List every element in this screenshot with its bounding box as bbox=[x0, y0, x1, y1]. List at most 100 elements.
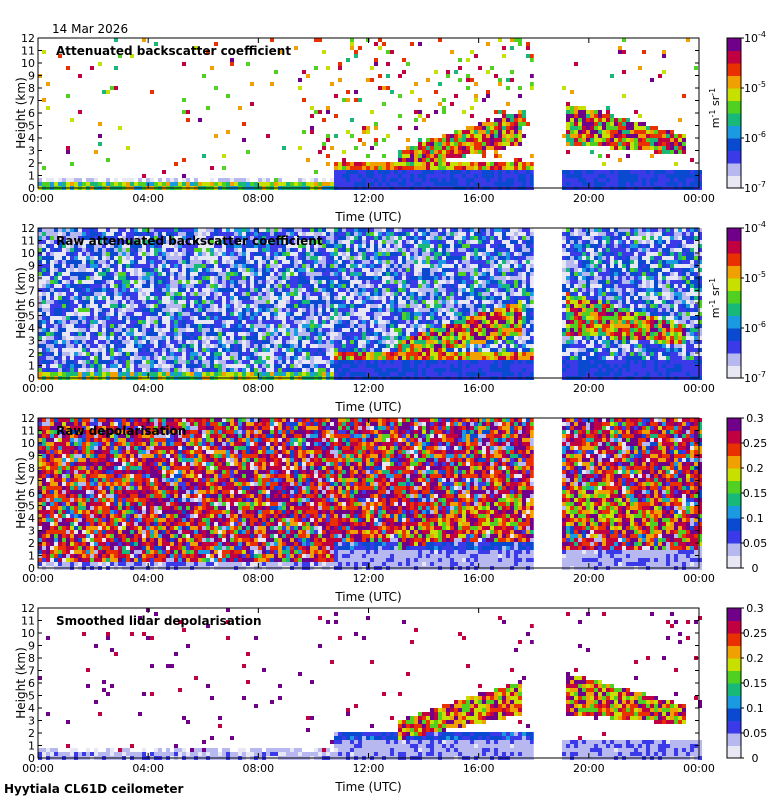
heatmap-cell bbox=[70, 118, 74, 122]
heatmap-cell bbox=[562, 182, 566, 186]
heatmap-cell bbox=[658, 174, 662, 178]
heatmap-cell bbox=[114, 240, 118, 244]
heatmap-cell bbox=[390, 288, 394, 292]
heatmap-cell bbox=[170, 324, 174, 328]
heatmap-cell bbox=[142, 364, 146, 368]
heatmap-cell bbox=[294, 46, 298, 50]
heatmap-cell bbox=[214, 288, 218, 292]
heatmap-cell bbox=[230, 360, 234, 364]
heatmap-cell bbox=[346, 166, 350, 170]
heatmap-cell bbox=[366, 174, 370, 178]
heatmap-cell bbox=[210, 66, 214, 70]
heatmap-cell bbox=[398, 178, 402, 182]
heatmap-cell bbox=[226, 268, 230, 272]
heatmap-cell bbox=[98, 352, 102, 356]
heatmap-cell bbox=[50, 272, 54, 276]
heatmap-cell bbox=[74, 368, 78, 372]
heatmap-cell bbox=[446, 138, 450, 142]
heatmap-cell bbox=[382, 304, 386, 308]
heatmap-cell bbox=[306, 356, 310, 360]
heatmap-cell bbox=[278, 268, 282, 272]
heatmap-cell bbox=[370, 308, 374, 312]
heatmap-cell bbox=[114, 232, 118, 236]
heatmap-cell bbox=[282, 352, 286, 356]
heatmap-cell bbox=[346, 264, 350, 268]
heatmap-cell bbox=[82, 288, 86, 292]
heatmap-cell bbox=[38, 332, 42, 336]
heatmap-cell bbox=[338, 248, 342, 252]
heatmap-cell bbox=[354, 260, 358, 264]
heatmap-cell bbox=[122, 228, 126, 232]
heatmap-cell bbox=[354, 90, 358, 94]
heatmap-cell bbox=[210, 300, 214, 304]
heatmap-cell bbox=[170, 364, 174, 368]
heatmap-cell bbox=[370, 332, 374, 336]
heatmap-cell bbox=[258, 260, 262, 264]
heatmap-cell bbox=[362, 260, 366, 264]
heatmap-cell bbox=[346, 268, 350, 272]
heatmap-cell bbox=[442, 110, 446, 114]
heatmap-cell bbox=[638, 134, 642, 138]
heatmap-cell bbox=[486, 118, 490, 122]
heatmap-cell bbox=[394, 248, 398, 252]
heatmap-cell bbox=[246, 182, 250, 186]
heatmap-cell bbox=[370, 110, 374, 114]
heatmap-cell bbox=[102, 368, 106, 372]
heatmap-cell bbox=[218, 232, 222, 236]
heatmap-cell bbox=[194, 248, 198, 252]
heatmap-cell bbox=[62, 252, 66, 256]
heatmap-cell bbox=[594, 114, 598, 118]
heatmap-cell bbox=[294, 260, 298, 264]
heatmap-cell bbox=[282, 276, 286, 280]
colorbar-step bbox=[727, 155, 741, 159]
heatmap-cell bbox=[374, 170, 378, 174]
heatmap-cell bbox=[270, 300, 274, 304]
heatmap-cell bbox=[178, 256, 182, 260]
heatmap-cell bbox=[670, 182, 674, 186]
heatmap-cell bbox=[198, 260, 202, 264]
heatmap-cell bbox=[66, 320, 70, 324]
heatmap-cell bbox=[362, 178, 366, 182]
heatmap-cell bbox=[358, 308, 362, 312]
heatmap-cell bbox=[82, 292, 86, 296]
heatmap-cell bbox=[578, 118, 582, 122]
heatmap-cell bbox=[50, 336, 54, 340]
heatmap-cell bbox=[186, 328, 190, 332]
heatmap-cell bbox=[246, 308, 250, 312]
heatmap-cell bbox=[310, 256, 314, 260]
heatmap-cell bbox=[74, 356, 78, 360]
heatmap-cell bbox=[418, 162, 422, 166]
heatmap-cell bbox=[62, 356, 66, 360]
heatmap-cell bbox=[346, 372, 350, 376]
heatmap-cell bbox=[346, 260, 350, 264]
heatmap-cell bbox=[670, 178, 674, 182]
heatmap-cell bbox=[110, 236, 114, 240]
heatmap-cell bbox=[458, 166, 462, 170]
heatmap-cell bbox=[50, 364, 54, 368]
heatmap-cell bbox=[306, 340, 310, 344]
heatmap-cell bbox=[358, 348, 362, 352]
heatmap-cell bbox=[382, 364, 386, 368]
heatmap-cell bbox=[250, 252, 254, 256]
heatmap-cell bbox=[62, 332, 66, 336]
heatmap-cell bbox=[122, 292, 126, 296]
heatmap-cell bbox=[310, 126, 314, 130]
heatmap-cell bbox=[358, 268, 362, 272]
heatmap-cell bbox=[74, 272, 78, 276]
heatmap-cell bbox=[354, 308, 358, 312]
heatmap-cell bbox=[214, 296, 218, 300]
heatmap-cell bbox=[362, 300, 366, 304]
heatmap-cell bbox=[242, 182, 246, 186]
heatmap-cell bbox=[254, 372, 258, 376]
heatmap-cell bbox=[242, 122, 246, 126]
heatmap-cell bbox=[130, 228, 134, 232]
heatmap-cell bbox=[190, 232, 194, 236]
heatmap-cell bbox=[254, 276, 258, 280]
heatmap-cell bbox=[130, 324, 134, 328]
heatmap-cell bbox=[166, 316, 170, 320]
heatmap-cell bbox=[54, 320, 58, 324]
heatmap-cell bbox=[374, 368, 378, 372]
heatmap-cell bbox=[158, 296, 162, 300]
heatmap-cell bbox=[174, 296, 178, 300]
heatmap-cell bbox=[202, 228, 206, 232]
